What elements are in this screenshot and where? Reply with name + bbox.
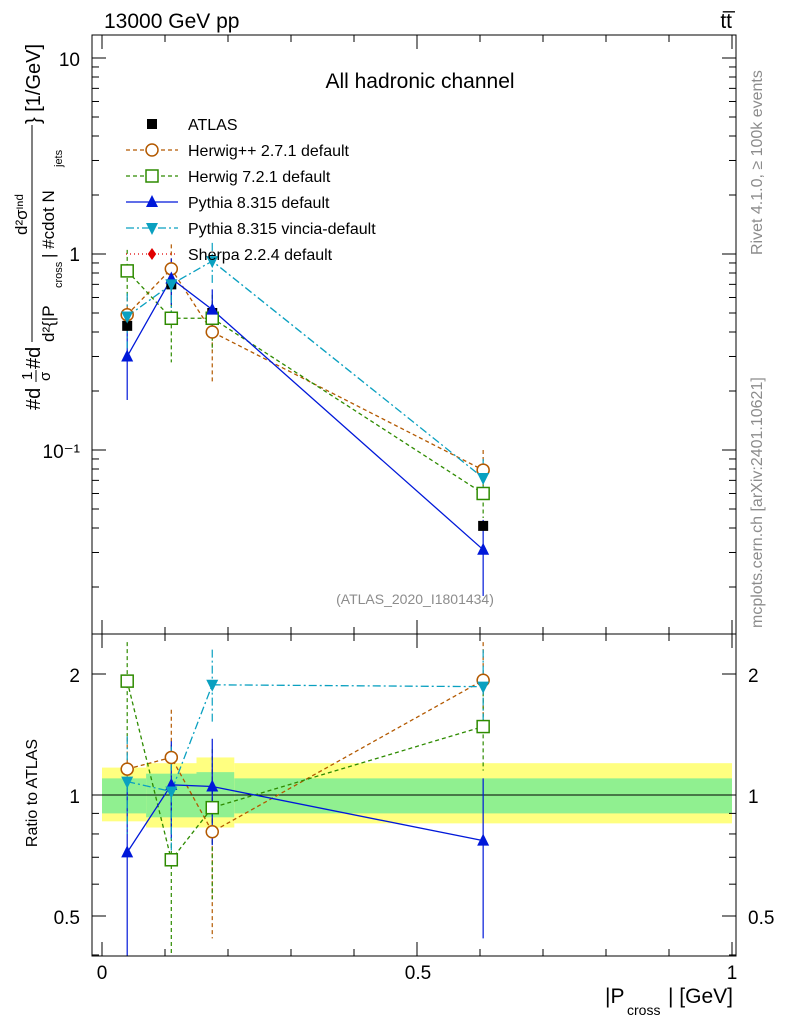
y-label-den-sub: cross — [53, 261, 65, 288]
x-tick-label-0: 0 — [97, 963, 108, 984]
ratio-y-tick-label-2: 2 — [69, 666, 80, 687]
ratio-marker-pythia-8-315-default — [206, 779, 219, 792]
side-text-mcplots: mcplots.cern.ch [arXiv:2401.10621] — [749, 377, 766, 628]
marker-pythia-8-315-default — [206, 302, 219, 315]
y-tick-label-0-1: 10⁻¹ — [43, 442, 81, 463]
ratio-frame — [91, 633, 737, 957]
legend-marker-pythia-8-315-vincia-default — [146, 223, 158, 235]
y-axis-label-main: #d 1 σ #d d²σᶦⁿᵈ d²{|P cross | #cdot N j… — [12, 44, 65, 410]
plot-title: All hadronic channel — [325, 70, 514, 93]
x-label-tail: | [GeV] — [668, 985, 733, 1008]
ratio-marker-pythia-8-315-default — [477, 833, 490, 846]
ratio-marker-herwig-2-7-1-default — [205, 825, 219, 839]
x-tick-label-0-5: 0.5 — [405, 963, 431, 984]
y-label-frac1: #d — [23, 388, 45, 410]
main-panel: All hadronic channel (ATLAS_2020_I180143… — [43, 34, 737, 635]
y-label-den-rest: | #cdot N — [39, 190, 58, 258]
legend-label-pythia-8-315-default: Pythia 8.315 default — [188, 195, 330, 212]
marker-herwig-7-2-1-default — [164, 311, 179, 326]
legend-label-pythia-8-315-vincia-default: Pythia 8.315 vincia-default — [188, 221, 376, 238]
ratio-marker-herwig-7-2-1-default — [120, 674, 134, 688]
marker-pythia-8-315-vincia-default — [477, 472, 490, 485]
legend-marker-atlas — [147, 119, 157, 129]
analysis-watermark: (ATLAS_2020_I1801434) — [336, 591, 494, 607]
y-label-frac1-den: σ — [37, 371, 54, 381]
legend-label-sherpa-2-2-4-default: Sherpa 2.2.4 default — [188, 247, 333, 264]
legend-label-herwig-2-7-1-default: Herwig++ 2.7.1 default — [188, 143, 350, 160]
main-axis-ticks — [92, 35, 736, 634]
ratio-marker-herwig-2-7-1-default — [164, 750, 179, 765]
marker-pythia-8-315-vincia-default — [165, 279, 178, 292]
series-line-herwig-2-7-1-default — [126, 267, 484, 471]
ratio-uncertainty-bands — [92, 757, 736, 828]
ratio-marker-herwig-7-2-1-default — [476, 719, 490, 734]
legend-marker-pythia-8-315-default — [146, 195, 158, 207]
ratio-marker-pythia-8-315-default — [121, 845, 134, 858]
side-text-rivet: Rivet 4.1.0, ≥ 100k events — [749, 70, 766, 255]
ratio-panel: 2 1 0.5 2 1 0.5 Ratio to ATLAS — [24, 633, 774, 957]
ratio-y-tick-label-0-5: 0.5 — [54, 908, 80, 929]
main-series-group — [120, 242, 490, 596]
ratio-axis-ticks — [92, 634, 736, 956]
series-line-pythia-8-315-vincia-default — [126, 260, 484, 479]
legend-marker-sherpa-2-2-4-default — [147, 248, 157, 260]
ratio-y-tick-label-2-right: 2 — [748, 666, 759, 687]
legend-marker-herwig-2-7-1-default — [145, 143, 159, 157]
ratio-band-inner — [102, 778, 147, 814]
ratio-marker-pythia-8-315-vincia-default — [477, 681, 490, 694]
ratio-y-axis-label: Ratio to ATLAS — [24, 739, 41, 847]
x-label-sub: cross — [627, 1002, 660, 1018]
marker-herwig-7-2-1-default — [120, 264, 134, 278]
ratio-y-tick-label-1: 1 — [69, 787, 80, 808]
y-tick-label-1: 1 — [69, 245, 80, 266]
marker-herwig-7-2-1-default — [476, 486, 490, 501]
x-axis-label: |P cross | [GeV] — [605, 985, 733, 1018]
y-label-frac1-num: 1 — [19, 372, 36, 380]
marker-pythia-8-315-vincia-default — [206, 256, 219, 269]
marker-herwig-2-7-1-default — [205, 325, 219, 339]
ratio-y-tick-label-1-right: 1 — [748, 787, 759, 808]
ratio-marker-herwig-7-2-1-default — [205, 800, 219, 815]
ratio-marker-herwig-2-7-1-default — [120, 762, 134, 776]
ratio-marker-pythia-8-315-vincia-default — [121, 776, 134, 789]
y-label-numerator: d²σᶦⁿᵈ — [12, 194, 31, 235]
y-label-denominator: d²{|P — [39, 305, 58, 342]
legend: ATLAS Herwig++ 2.7.1 default Herwig 7.2.1 … — [126, 117, 376, 264]
ratio-line-pythia-8-315-vincia-default — [127, 684, 484, 793]
y-tick-label-10: 10 — [59, 50, 80, 71]
legend-marker-herwig-7-2-1-default — [145, 169, 159, 183]
x-label-main: |P — [605, 985, 624, 1008]
data-point-atlas — [122, 320, 133, 331]
header-left: 13000 GeV pp — [104, 10, 239, 33]
marker-pythia-8-315-vincia-default — [121, 311, 134, 324]
ratio-line-herwig-7-2-1-default — [126, 680, 484, 862]
ratio-marker-pythia-8-315-vincia-default — [165, 786, 178, 799]
series-line-herwig-7-2-1-default — [126, 270, 484, 495]
header-right: tt̅ — [720, 10, 736, 33]
marker-pythia-8-315-default — [477, 542, 490, 555]
y-label-frac2: #d — [23, 347, 45, 369]
ratio-line-pythia-8-315-default — [126, 784, 484, 853]
ratio-marker-pythia-8-315-vincia-default — [206, 679, 219, 692]
ratio-line-herwig-2-7-1-default — [127, 679, 484, 833]
data-point-atlas — [478, 520, 489, 531]
y-label-tail: } [1/GeV] — [23, 44, 45, 124]
ratio-marker-herwig-7-2-1-default — [164, 853, 179, 867]
legend-label-herwig-7-2-1-default: Herwig 7.2.1 default — [188, 169, 331, 186]
y-label-den-sub2: jets — [53, 149, 65, 168]
marker-pythia-8-315-default — [121, 349, 134, 362]
ratio-series-group — [120, 642, 490, 956]
legend-label-atlas: ATLAS — [188, 117, 238, 134]
series-line-pythia-8-315-default — [126, 277, 484, 551]
ratio-y-tick-label-0-5-right: 0.5 — [748, 908, 774, 929]
x-tick-label-1: 1 — [727, 963, 738, 984]
